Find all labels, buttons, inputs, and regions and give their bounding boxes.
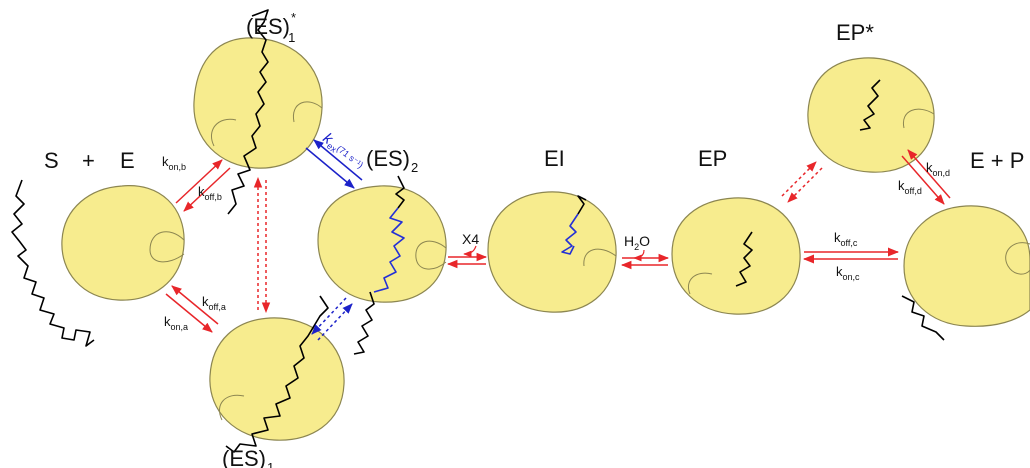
arrow-kex <box>305 139 363 189</box>
label-x4: X4 <box>462 231 479 247</box>
label-es2: (ES)2 <box>366 146 418 175</box>
product-chain-released <box>901 295 945 341</box>
label-plus: + <box>82 148 95 173</box>
label-S: S <box>44 148 59 173</box>
enzyme-es1 <box>209 317 345 441</box>
label-koff-a: koff,a <box>202 294 226 312</box>
substrate-chain-es1-star <box>227 9 269 215</box>
label-kon-a: kon,a <box>164 314 188 332</box>
enzyme-es1-star <box>193 37 323 169</box>
enzyme-es2 <box>317 185 447 303</box>
svg-text:kex(71 s⁻¹): kex(71 s⁻¹) <box>319 130 368 174</box>
label-es1: (ES)1 <box>222 446 274 468</box>
enzyme-free <box>61 185 185 301</box>
label-kon-b: kon,b <box>162 154 186 172</box>
product-chain-ep <box>735 231 753 287</box>
intermediate-chain-ei <box>561 213 579 255</box>
label-ep-star: EP* <box>836 20 874 45</box>
label-kon-c: kon,c <box>836 264 860 282</box>
label-ei: EI <box>544 146 565 171</box>
enzyme-product-released <box>903 205 1030 327</box>
arrow-ka <box>165 285 219 333</box>
label-kon-d: kon,d <box>926 160 950 178</box>
arrow-ep-epstar-dotted <box>781 161 823 203</box>
substrate-chain-es2-tail <box>353 175 405 355</box>
label-E: E <box>120 148 135 173</box>
label-kex: kex(71 s⁻¹) <box>319 130 368 174</box>
enzyme-ep <box>671 197 801 315</box>
substrate-chain-es2-bound <box>373 207 405 293</box>
label-h2o: H2O <box>624 233 650 252</box>
arrow-es1-es2-dotted <box>311 297 353 341</box>
arrow-ei-ep <box>620 253 670 270</box>
arrow-kb <box>175 159 231 212</box>
label-ep: EP <box>698 146 727 171</box>
label-e-plus-p: E + P <box>970 148 1024 173</box>
x4-pointer-arrow <box>463 245 477 258</box>
label-koff-c: koff,c <box>834 230 858 248</box>
substrate-chain-free <box>11 179 95 347</box>
arrow-kc <box>802 247 900 264</box>
label-koff-d: koff,d <box>898 178 922 196</box>
intermediate-chain-ei-top <box>577 195 587 215</box>
arrow-es1-es1star-dotted <box>253 176 271 314</box>
product-chain-ep-star <box>859 79 881 131</box>
label-koff-b: koff,b <box>198 184 222 202</box>
arrow-kd <box>901 149 951 205</box>
label-es1-star: (ES)* 1 <box>246 10 296 45</box>
enzyme-ei <box>487 191 617 313</box>
h2o-pointer-arrow <box>633 249 645 262</box>
arrow-es2-ei <box>446 252 488 269</box>
